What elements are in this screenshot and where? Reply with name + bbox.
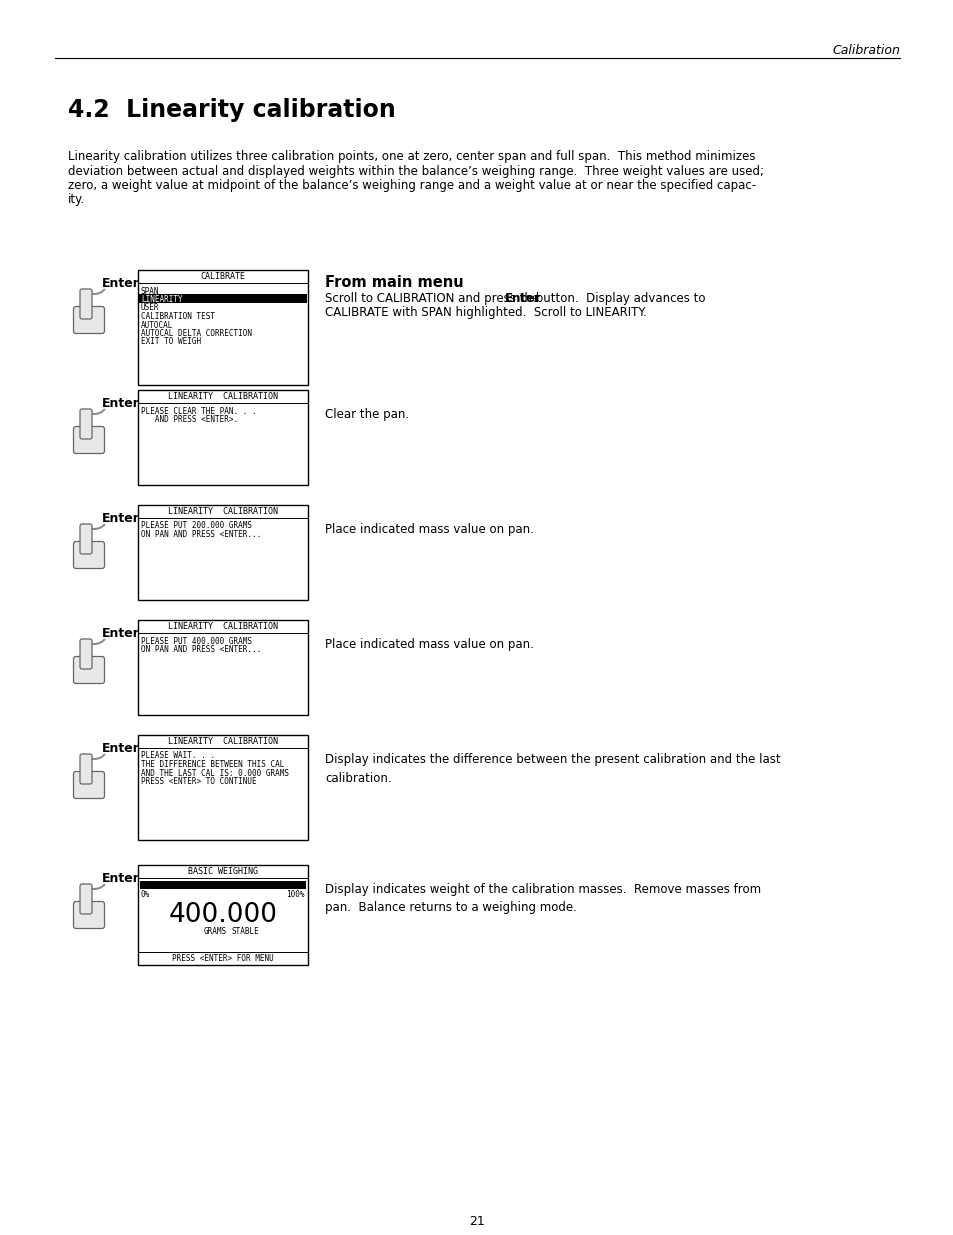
Text: Enter: Enter — [102, 277, 140, 290]
Text: Enter: Enter — [102, 742, 140, 755]
FancyBboxPatch shape — [80, 409, 91, 438]
Text: GRAMS: GRAMS — [203, 927, 226, 936]
Text: 0%: 0% — [141, 890, 150, 899]
Text: PLEASE CLEAR THE PAN. . .: PLEASE CLEAR THE PAN. . . — [141, 406, 256, 415]
FancyBboxPatch shape — [80, 638, 91, 669]
Text: PLEASE PUT 200.000 GRAMS: PLEASE PUT 200.000 GRAMS — [141, 521, 252, 531]
Text: Display indicates weight of the calibration masses.  Remove masses from
pan.  Ba: Display indicates weight of the calibrat… — [325, 883, 760, 914]
Text: EXIT TO WEIGH: EXIT TO WEIGH — [141, 337, 201, 347]
Text: PLEASE WAIT. . .: PLEASE WAIT. . . — [141, 752, 214, 761]
Text: AND PRESS <ENTER>.: AND PRESS <ENTER>. — [141, 415, 238, 424]
FancyBboxPatch shape — [73, 902, 105, 929]
FancyBboxPatch shape — [73, 772, 105, 799]
Text: deviation between actual and displayed weights within the balance’s weighing ran: deviation between actual and displayed w… — [68, 164, 763, 178]
Bar — [138, 620, 308, 715]
Text: PRESS <ENTER> FOR MENU: PRESS <ENTER> FOR MENU — [172, 953, 274, 963]
Text: USER: USER — [141, 304, 159, 312]
FancyBboxPatch shape — [73, 657, 105, 683]
Text: STABLE: STABLE — [231, 927, 258, 936]
Text: BASIC WEIGHING: BASIC WEIGHING — [188, 867, 257, 876]
Text: LINEARITY  CALIBRATION: LINEARITY CALIBRATION — [168, 737, 277, 746]
Text: SPAN: SPAN — [141, 287, 159, 295]
Text: Enter: Enter — [102, 396, 140, 410]
Bar — [140, 881, 306, 889]
Text: LINEARITY  CALIBRATION: LINEARITY CALIBRATION — [168, 391, 277, 401]
Bar — [138, 505, 308, 600]
Text: From main menu: From main menu — [325, 275, 463, 290]
Text: Enter: Enter — [102, 627, 140, 640]
Text: PLEASE PUT 400.000 GRAMS: PLEASE PUT 400.000 GRAMS — [141, 636, 252, 646]
Text: LINEARITY: LINEARITY — [141, 295, 182, 304]
FancyBboxPatch shape — [80, 884, 91, 914]
Text: Scroll to CALIBRATION and press the: Scroll to CALIBRATION and press the — [325, 291, 542, 305]
Text: CALIBRATE with SPAN highlighted.  Scroll to LINEARITY.: CALIBRATE with SPAN highlighted. Scroll … — [325, 306, 646, 319]
Text: Place indicated mass value on pan.: Place indicated mass value on pan. — [325, 638, 534, 651]
Text: AUTOCAL DELTA CORRECTION: AUTOCAL DELTA CORRECTION — [141, 329, 252, 338]
Text: 400.000: 400.000 — [169, 902, 277, 927]
Bar — [138, 735, 308, 840]
FancyBboxPatch shape — [73, 541, 105, 568]
Text: AUTOCAL: AUTOCAL — [141, 321, 173, 330]
Bar — [138, 864, 308, 965]
Text: LINEARITY  CALIBRATION: LINEARITY CALIBRATION — [168, 508, 277, 516]
Bar — [138, 270, 308, 385]
Text: ON PAN AND PRESS <ENTER...: ON PAN AND PRESS <ENTER... — [141, 645, 261, 655]
Text: ity.: ity. — [68, 194, 85, 206]
Text: PRESS <ENTER> TO CONTINUE: PRESS <ENTER> TO CONTINUE — [141, 777, 256, 785]
Bar — [139, 294, 307, 303]
Text: Enter: Enter — [504, 291, 540, 305]
FancyBboxPatch shape — [80, 755, 91, 784]
FancyBboxPatch shape — [73, 426, 105, 453]
Text: Enter: Enter — [102, 513, 140, 525]
Bar — [138, 390, 308, 485]
Text: Display indicates the difference between the present calibration and the last
ca: Display indicates the difference between… — [325, 753, 780, 784]
Text: Enter: Enter — [102, 872, 140, 885]
Text: Linearity calibration utilizes three calibration points, one at zero, center spa: Linearity calibration utilizes three cal… — [68, 149, 755, 163]
Text: CALIBRATION TEST: CALIBRATION TEST — [141, 312, 214, 321]
Text: 21: 21 — [469, 1215, 484, 1228]
FancyBboxPatch shape — [80, 524, 91, 555]
Text: Calibration: Calibration — [831, 44, 899, 57]
FancyBboxPatch shape — [80, 289, 91, 319]
Text: LINEARITY  CALIBRATION: LINEARITY CALIBRATION — [168, 622, 277, 631]
Text: ON PAN AND PRESS <ENTER...: ON PAN AND PRESS <ENTER... — [141, 530, 261, 538]
Text: THE DIFFERENCE BETWEEN THIS CAL: THE DIFFERENCE BETWEEN THIS CAL — [141, 760, 284, 769]
Text: 4.2  Linearity calibration: 4.2 Linearity calibration — [68, 98, 395, 122]
Text: AND THE LAST CAL IS: 0.000 GRAMS: AND THE LAST CAL IS: 0.000 GRAMS — [141, 768, 289, 778]
Text: CALIBRATE: CALIBRATE — [200, 272, 245, 282]
Text: Place indicated mass value on pan.: Place indicated mass value on pan. — [325, 522, 534, 536]
FancyBboxPatch shape — [73, 306, 105, 333]
Text: 100%: 100% — [286, 890, 305, 899]
Text: Clear the pan.: Clear the pan. — [325, 408, 409, 421]
Text: zero, a weight value at midpoint of the balance’s weighing range and a weight va: zero, a weight value at midpoint of the … — [68, 179, 756, 191]
Text: button.  Display advances to: button. Display advances to — [532, 291, 705, 305]
